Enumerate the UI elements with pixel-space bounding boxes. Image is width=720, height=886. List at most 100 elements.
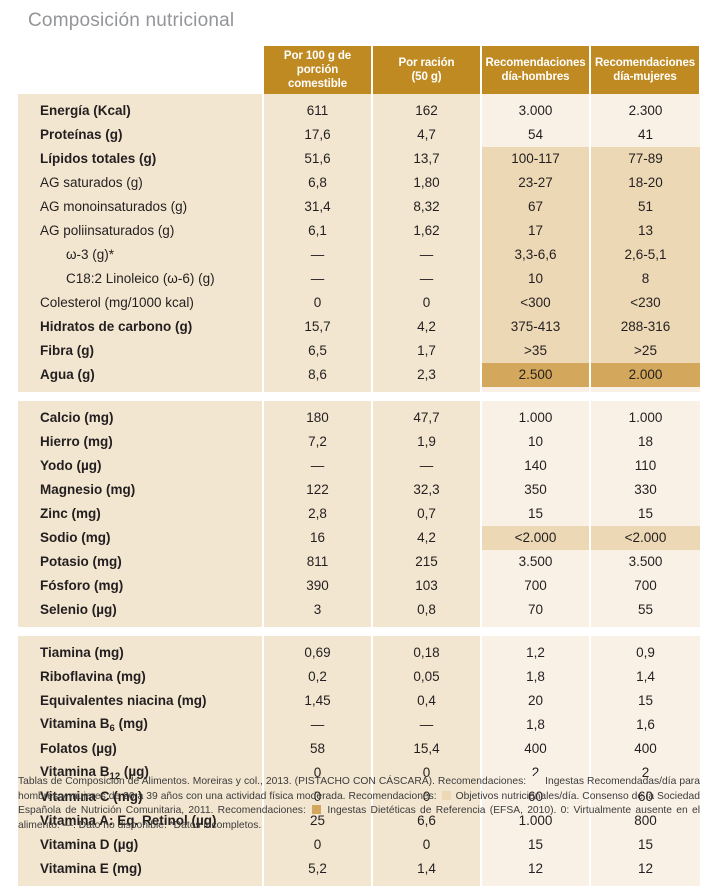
nutrient-name: AG monoinsaturados (g) bbox=[18, 195, 263, 219]
table-row: Calcio (mg) 180 47,7 1.000 1.000 bbox=[18, 406, 700, 430]
nutrient-name: AG saturados (g) bbox=[18, 171, 263, 195]
value-rec-men: 60 bbox=[480, 785, 590, 809]
nutrient-name: Vitamina A: Eq. Retinol (µg) bbox=[18, 809, 263, 833]
value-per-portion: 0,8 bbox=[371, 598, 481, 622]
table-row: Magnesio (mg) 122 32,3 350 330 bbox=[18, 478, 700, 502]
section-top-pad bbox=[18, 94, 700, 99]
nutrient-name: AG poliinsaturados (g) bbox=[18, 219, 263, 243]
section-top-pad bbox=[18, 636, 700, 641]
value-per-portion: 4,2 bbox=[371, 315, 481, 339]
value-per-portion: 0 bbox=[371, 291, 481, 315]
value-per-100g: — bbox=[262, 454, 372, 478]
nutrient-name: Vitamina E (mg) bbox=[18, 857, 263, 881]
value-per-portion: 0,05 bbox=[371, 665, 481, 689]
value-rec-men: 2.500 bbox=[480, 363, 590, 387]
legend-swatch-level2-icon bbox=[441, 790, 451, 800]
value-per-portion: 0 bbox=[371, 833, 481, 857]
value-per-portion: — bbox=[371, 713, 481, 737]
value-rec-women: 8 bbox=[589, 267, 700, 291]
value-per-100g: 0 bbox=[262, 833, 372, 857]
value-per-100g: — bbox=[262, 267, 372, 291]
value-per-100g: 8,6 bbox=[262, 363, 372, 387]
nutrient-name: Magnesio (mg) bbox=[18, 478, 263, 502]
section-separator-cell bbox=[18, 392, 700, 401]
value-per-portion: 2,3 bbox=[371, 363, 481, 387]
value-rec-women: 2,6-5,1 bbox=[589, 243, 700, 267]
value-rec-men: 12 bbox=[480, 857, 590, 881]
nutrient-name: Zinc (mg) bbox=[18, 502, 263, 526]
value-per-100g: 180 bbox=[262, 406, 372, 430]
value-per-portion: 0,7 bbox=[371, 502, 481, 526]
header-rec-women-line2: día-mujeres bbox=[613, 71, 677, 83]
value-rec-men: 54 bbox=[480, 123, 590, 147]
nutrient-name: Lípidos totales (g) bbox=[18, 147, 263, 171]
value-rec-men: 350 bbox=[480, 478, 590, 502]
value-per-100g: 17,6 bbox=[262, 123, 372, 147]
table-row: Vitamina D (µg) 0 0 15 15 bbox=[18, 833, 700, 857]
legend-swatch-level3-icon bbox=[312, 805, 322, 815]
nutrient-name: Potasio (mg) bbox=[18, 550, 263, 574]
value-per-portion: 0 bbox=[371, 761, 481, 785]
value-per-portion: 1,4 bbox=[371, 857, 481, 881]
value-rec-men: 3,3-6,6 bbox=[480, 243, 590, 267]
value-per-100g: 390 bbox=[262, 574, 372, 598]
value-per-portion: 47,7 bbox=[371, 406, 481, 430]
value-rec-women: 15 bbox=[589, 502, 700, 526]
value-rec-women: 2 bbox=[589, 761, 700, 785]
value-per-100g: 6,5 bbox=[262, 339, 372, 363]
nutrient-name: Yodo (µg) bbox=[18, 454, 263, 478]
value-per-100g: 3 bbox=[262, 598, 372, 622]
header-per-portion-line1: Por ración bbox=[398, 57, 455, 69]
footnote-part-1: Tablas de Composición de Alimentos. More… bbox=[18, 776, 527, 787]
value-rec-men: 10 bbox=[480, 267, 590, 291]
nutrition-table-wrapper: Por 100 g de porción comestible Por raci… bbox=[18, 46, 701, 886]
value-per-portion: 162 bbox=[371, 99, 481, 123]
value-per-100g: 51,6 bbox=[262, 147, 372, 171]
value-per-100g: — bbox=[262, 243, 372, 267]
header-per-100g-line2: porción comestible bbox=[287, 64, 348, 90]
value-rec-men: 140 bbox=[480, 454, 590, 478]
value-per-100g: 0 bbox=[262, 291, 372, 315]
value-per-100g: 16 bbox=[262, 526, 372, 550]
value-rec-men: 10 bbox=[480, 430, 590, 454]
value-per-portion: — bbox=[371, 267, 481, 291]
value-rec-women: 288-316 bbox=[589, 315, 700, 339]
value-per-100g: 58 bbox=[262, 737, 372, 761]
value-per-100g: 2,8 bbox=[262, 502, 372, 526]
value-per-portion: 0 bbox=[371, 785, 481, 809]
table-row: AG poliinsaturados (g) 6,1 1,62 17 13 bbox=[18, 219, 700, 243]
nutrient-name: Vitamina B12 (µg) bbox=[18, 761, 263, 785]
value-rec-men: 15 bbox=[480, 502, 590, 526]
header-per-portion-line2: (50 g) bbox=[411, 71, 442, 83]
nutrient-name: Tiamina (mg) bbox=[18, 641, 263, 665]
table-row: Selenio (µg) 3 0,8 70 55 bbox=[18, 598, 700, 622]
value-per-100g: — bbox=[262, 713, 372, 737]
table-row: AG monoinsaturados (g) 31,4 8,32 67 51 bbox=[18, 195, 700, 219]
value-rec-men: <2.000 bbox=[480, 526, 590, 550]
legend-swatch-level1-icon bbox=[531, 776, 541, 785]
value-per-100g: 611 bbox=[262, 99, 372, 123]
table-row: Zinc (mg) 2,8 0,7 15 15 bbox=[18, 502, 700, 526]
page-title: Composición nutricional bbox=[28, 10, 235, 31]
value-rec-women: 800 bbox=[589, 809, 700, 833]
nutrient-name: Fósforo (mg) bbox=[18, 574, 263, 598]
value-per-100g: 811 bbox=[262, 550, 372, 574]
value-rec-men: 15 bbox=[480, 833, 590, 857]
table-row: Yodo (µg) — —140 110 bbox=[18, 454, 700, 478]
table-row: Fibra (g) 6,5 1,7 >35 >25 bbox=[18, 339, 700, 363]
table-body: Energía (Kcal) 611 162 3.000 2.300 Proteínas … bbox=[18, 94, 700, 886]
footnote-part-2: Ingestas Recomendadas/día para hombres y… bbox=[18, 776, 700, 802]
header-rec-men: Recomendaciones día-hombres bbox=[480, 46, 591, 94]
value-rec-women: 15 bbox=[589, 689, 700, 713]
nutrient-name: Calcio (mg) bbox=[18, 406, 263, 430]
table-row: AG saturados (g) 6,8 1,80 23-27 18-20 bbox=[18, 171, 700, 195]
footnote-part-3: Objetivos nutricionales/día. Consenso de… bbox=[18, 790, 700, 817]
table-row: Proteínas (g) 17,6 4,7 54 41 bbox=[18, 123, 700, 147]
value-rec-men: >35 bbox=[480, 339, 590, 363]
value-rec-women: 13 bbox=[589, 219, 700, 243]
value-rec-women: 60 bbox=[589, 785, 700, 809]
value-rec-men: 3.500 bbox=[480, 550, 590, 574]
nutrient-name: Folatos (µg) bbox=[18, 737, 263, 761]
value-rec-men: <300 bbox=[480, 291, 590, 315]
nutrition-table: Por 100 g de porción comestible Por raci… bbox=[18, 46, 701, 886]
